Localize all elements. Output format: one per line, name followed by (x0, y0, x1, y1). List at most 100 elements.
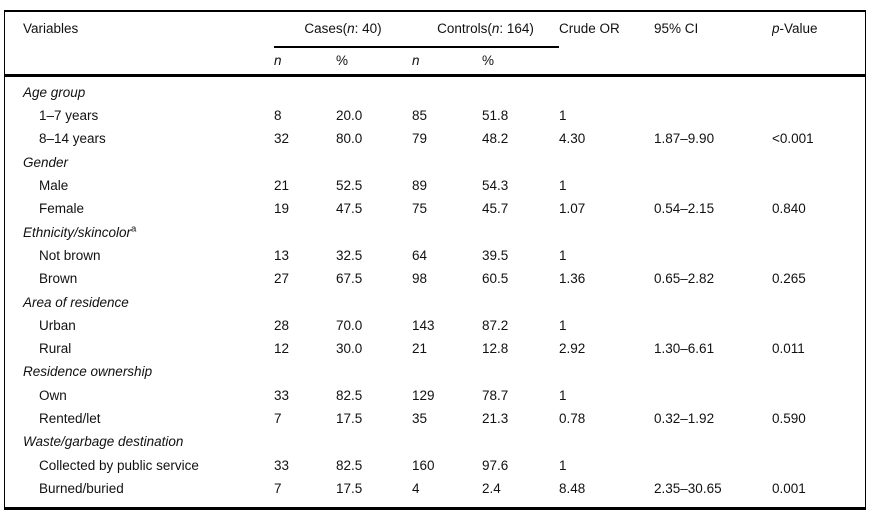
cell-crude-or: 0.78 (559, 411, 586, 427)
table-row: Rural 12 30.0 21 12.8 2.92 1.30–6.61 0.011 (5, 337, 865, 360)
variable-cell: 1–7 years (39, 108, 99, 124)
variable-cell: Rented/let (39, 411, 101, 427)
table-row: Urban 28 70.0 143 87.2 1 (5, 314, 865, 337)
column-header-controls-group: Controls(n: 164) (412, 12, 560, 48)
subheader-controls-pct: % (482, 53, 495, 69)
cell-p: 0.590 (772, 411, 806, 427)
table-row: Own 33 82.5 129 78.7 1 (5, 384, 865, 407)
cell-controls-n: 98 (412, 271, 428, 287)
table-row: 1–7 years 8 20.0 85 51.8 1 (5, 104, 865, 127)
cell-ci: 0.32–1.92 (654, 411, 715, 427)
variable-cell: Male (39, 178, 69, 194)
cell-cases-pct: 17.5 (336, 411, 363, 427)
cell-ci: 1.87–9.90 (654, 131, 715, 147)
cell-controls-n: 89 (412, 178, 428, 194)
case-control-table: Variables Cases(n: 40) Controls(n: 164) … (5, 12, 866, 501)
cell-controls-n: 21 (412, 341, 428, 357)
cell-ci (654, 244, 772, 267)
cell-cases-pct: 52.5 (336, 178, 363, 194)
table-row: Not brown 13 32.5 64 39.5 1 (5, 244, 865, 267)
category-label: Gender (23, 154, 69, 170)
cell-crude-or: 1 (559, 108, 567, 124)
variable-cell: Collected by public service (39, 457, 199, 473)
variable-cell: Urban (39, 317, 76, 333)
column-header-95ci: 95% CI (654, 12, 772, 76)
cell-controls-pct: 21.3 (482, 411, 509, 427)
subheader-cases-n: n (274, 53, 282, 69)
cell-crude-or: 4.30 (559, 131, 586, 147)
category-row: Age group (5, 81, 865, 104)
cell-cases-pct: 80.0 (336, 131, 363, 147)
cell-ci (654, 174, 772, 197)
cell-controls-n: 4 (412, 480, 420, 496)
cell-controls-n: 143 (412, 317, 435, 333)
cell-cases-n: 28 (274, 317, 290, 333)
cell-crude-or: 1 (559, 457, 567, 473)
category-label: Ethnicity/skincolora (23, 223, 137, 240)
cell-cases-pct: 82.5 (336, 387, 363, 403)
cell-cases-n: 21 (274, 178, 290, 194)
cell-cases-n: 19 (274, 201, 290, 217)
cell-ci: 1.30–6.61 (654, 341, 715, 357)
column-header-variables: Variables (5, 12, 274, 76)
cell-ci (654, 314, 772, 337)
cell-ci: 2.35–30.65 (654, 480, 722, 496)
column-header-cases-group: Cases(n: 40) (274, 12, 413, 48)
cell-cases-pct: 82.5 (336, 457, 363, 473)
cell-p (772, 104, 865, 127)
cell-p (772, 244, 865, 267)
category-label: Residence ownership (23, 364, 153, 380)
cell-cases-n: 7 (274, 411, 282, 427)
cell-p (772, 454, 865, 477)
controls-label-suffix: : 164) (499, 21, 534, 37)
table-frame: Variables Cases(n: 40) Controls(n: 164) … (4, 10, 866, 510)
cell-cases-pct: 32.5 (336, 247, 363, 263)
cell-controls-n: 75 (412, 201, 428, 217)
column-header-p-value: p-Value (772, 12, 865, 76)
cell-cases-n: 27 (274, 271, 290, 287)
cell-crude-or: 2.92 (559, 341, 586, 357)
table-row: Rented/let 7 17.5 35 21.3 0.78 0.32–1.92 0.590 (5, 407, 865, 430)
cell-ci (654, 384, 772, 407)
category-label: Area of residence (23, 294, 129, 310)
cell-cases-pct: 47.5 (336, 201, 363, 217)
variable-cell: Brown (39, 271, 78, 287)
variable-cell: Burned/buried (39, 480, 124, 496)
cell-cases-n: 8 (274, 108, 282, 124)
cell-controls-n: 85 (412, 108, 428, 124)
p-value-label-suffix: -Value (779, 21, 818, 36)
cell-cases-n: 13 (274, 247, 290, 263)
header-group-row: Variables Cases(n: 40) Controls(n: 164) … (5, 12, 865, 48)
cell-crude-or: 1 (559, 317, 567, 333)
variables-label: Variables (23, 21, 79, 36)
table-body: Age group 1–7 years 8 20.0 85 51.8 1 8–14 years… (5, 76, 865, 501)
cell-cases-n: 7 (274, 480, 282, 496)
category-row: Area of residence (5, 291, 865, 314)
variable-cell: 8–14 years (39, 131, 106, 147)
cell-crude-or: 8.48 (559, 480, 586, 496)
controls-label-prefix: Controls( (437, 21, 492, 37)
category-label: Waste/garbage destination (23, 434, 184, 450)
cell-controls-n: 129 (412, 387, 435, 403)
cell-crude-or: 1.36 (559, 271, 586, 287)
cell-controls-pct: 97.6 (482, 457, 509, 473)
cell-p: 0.011 (772, 341, 805, 357)
column-header-crude-or: Crude OR (559, 12, 654, 76)
cell-controls-n: 79 (412, 131, 428, 147)
cell-controls-pct: 60.5 (482, 271, 509, 287)
ci-label: 95% CI (654, 21, 699, 36)
cell-p (772, 384, 865, 407)
cell-crude-or: 1 (559, 387, 567, 403)
cell-p: <0.001 (772, 131, 814, 147)
crude-or-label: Crude OR (559, 21, 620, 36)
cell-cases-n: 12 (274, 341, 290, 357)
cell-controls-pct: 78.7 (482, 387, 509, 403)
cell-cases-pct: 67.5 (336, 271, 363, 287)
variable-cell: Female (39, 201, 85, 217)
cell-controls-n: 64 (412, 247, 428, 263)
cell-p: 0.840 (772, 201, 806, 217)
cases-label-suffix: : 40) (354, 21, 382, 37)
cell-controls-pct: 51.8 (482, 108, 509, 124)
cell-cases-pct: 70.0 (336, 317, 363, 333)
footnote-marker: a (131, 223, 137, 235)
